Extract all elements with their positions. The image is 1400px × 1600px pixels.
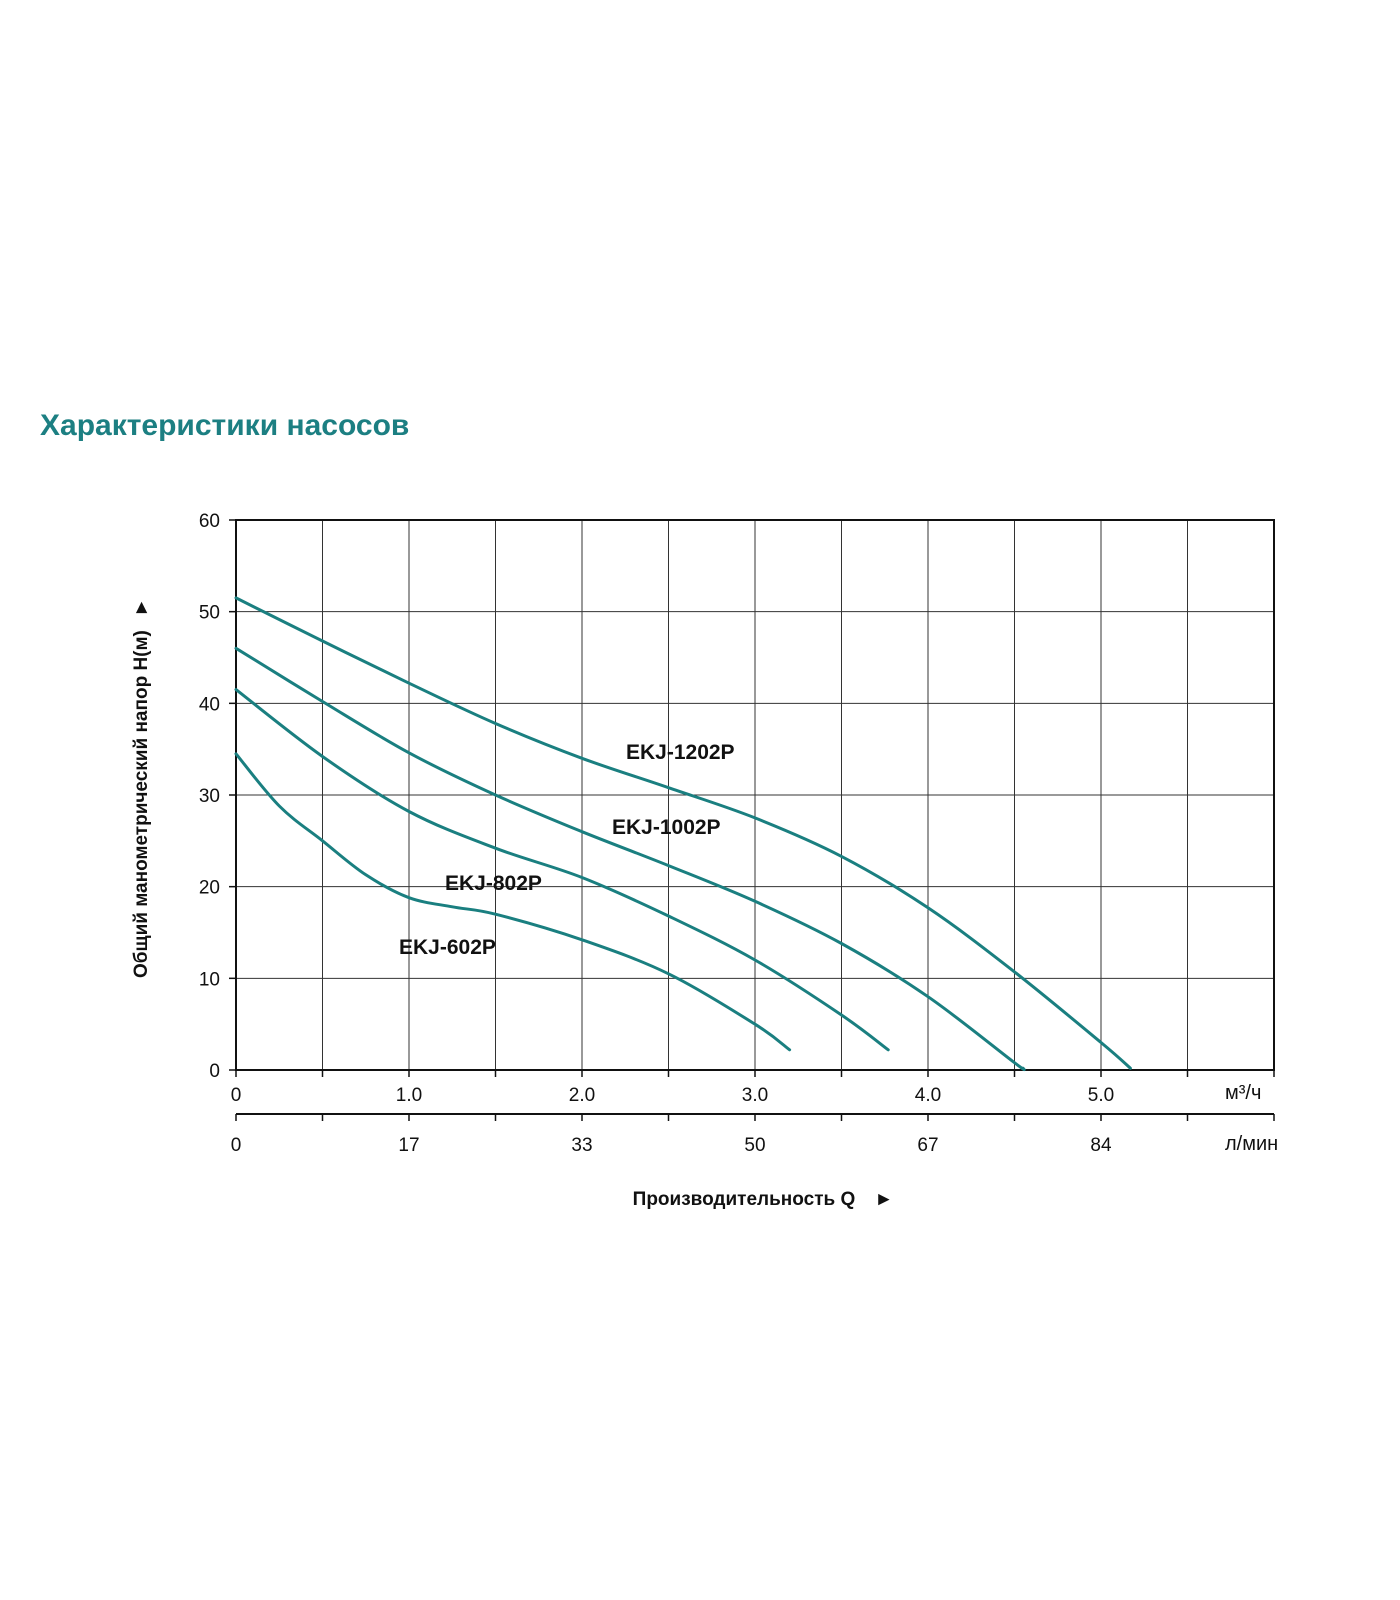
x-axis-label: Производительность Q xyxy=(633,1189,856,1210)
series-label-ekj-1002p: EKJ-1002P xyxy=(612,816,721,839)
series-line-ekj-602p xyxy=(234,752,792,1052)
x2-tick-label: 50 xyxy=(744,1135,765,1156)
x-tick-label: 3.0 xyxy=(742,1085,768,1106)
y-axis-label: Общий манометрический напор H(м) xyxy=(131,630,152,978)
y-tick-label: 10 xyxy=(199,969,220,990)
svg-text:Общий манометрический напор H(: Общий манометрический напор H(м) ► xyxy=(131,598,152,978)
x-tick-label: 4.0 xyxy=(915,1085,941,1106)
x-tick-label: 5.0 xyxy=(1088,1085,1114,1106)
chart-grid xyxy=(236,520,1274,1070)
series-line-ekj-802p xyxy=(234,688,890,1052)
x2-tick-label: 0 xyxy=(231,1135,242,1156)
y-axis-arrow: ► xyxy=(131,598,152,617)
series-label-ekj-802p: EKJ-802P xyxy=(445,872,542,895)
series-line-ekj-1202p xyxy=(234,596,1132,1070)
x-axis-arrow: ► xyxy=(875,1189,894,1210)
x-tick-label: 1.0 xyxy=(396,1085,422,1106)
x2-tick-label: 84 xyxy=(1090,1135,1112,1156)
series-line-ekj-1002p xyxy=(234,646,1026,1072)
x-tick-label: 0 xyxy=(231,1085,242,1106)
y-axis-title: Общий манометрический напор H(м) ► xyxy=(131,598,152,978)
x2-tick-label: 33 xyxy=(571,1135,592,1156)
y-tick-label: 60 xyxy=(199,511,220,532)
x2-unit-label: л/мин xyxy=(1225,1133,1278,1155)
chart-series-lines xyxy=(234,596,1132,1072)
y-tick-label: 0 xyxy=(209,1061,220,1082)
series-label-ekj-602p: EKJ-602P xyxy=(399,936,496,959)
y-tick-label: 40 xyxy=(199,694,220,715)
x2-tick-label: 17 xyxy=(398,1135,419,1156)
y-tick-label: 20 xyxy=(199,878,220,899)
chart-ticks: 0 1.0 2.0 3.0 4.0 5.0 0 17 33 50 67 84 0 10 20 30 40 50 60 xyxy=(199,511,1275,1156)
x-axis-title: Производительность Q ► xyxy=(633,1189,894,1210)
x-tick-label: 2.0 xyxy=(569,1085,595,1106)
y-tick-label: 30 xyxy=(199,786,220,807)
series-label-ekj-1202p: EKJ-1202P xyxy=(626,741,735,764)
x2-tick-label: 67 xyxy=(917,1135,938,1156)
page-title: Характеристики насосов xyxy=(40,409,410,442)
x-unit-label: м³/ч xyxy=(1225,1082,1261,1104)
y-tick-label: 50 xyxy=(199,603,220,624)
